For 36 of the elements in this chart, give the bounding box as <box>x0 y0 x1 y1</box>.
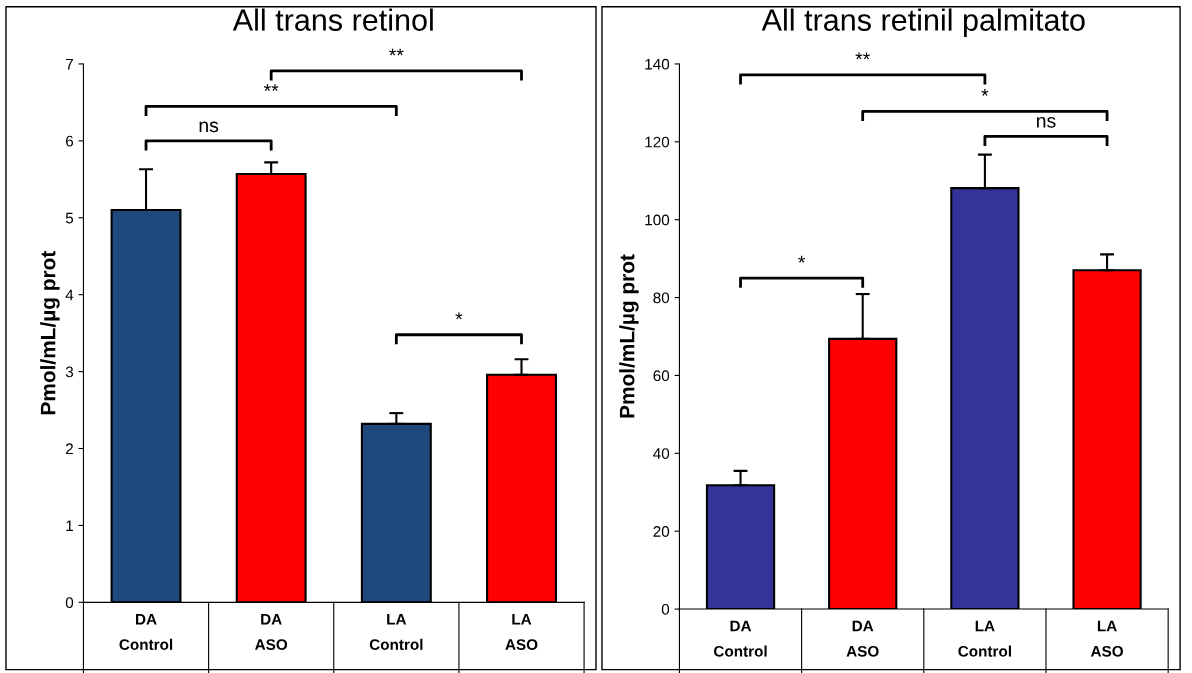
x-tick-label: DA ASO <box>255 614 288 650</box>
y-tick-label: 20 <box>653 526 670 537</box>
y-tick-label: 40 <box>653 448 670 459</box>
y-tick-label: 4 <box>65 289 74 301</box>
x-tick-label: DA ASO <box>846 620 879 657</box>
text: ** <box>855 52 870 60</box>
x-tick-label: LA Control <box>958 620 1011 657</box>
annotation: ns <box>199 121 219 133</box>
annotation: * <box>798 255 806 263</box>
y-tick-label: 1 <box>66 520 73 531</box>
y-tick-label: 100 <box>645 214 670 226</box>
x-tick-label: LA ASO <box>505 614 538 650</box>
y-tick-label: 140 <box>645 58 670 70</box>
y-tick-label: 7 <box>66 58 73 70</box>
y-tick-label: 6 <box>66 135 74 147</box>
text: ** <box>389 48 404 56</box>
y-tick-label: 3 <box>65 366 74 378</box>
annotation: * <box>455 312 463 320</box>
x-tick-label: LA Control <box>369 614 423 650</box>
y-tick-label: 0 <box>65 597 74 609</box>
x-tick-label: LA ASO <box>1090 620 1123 657</box>
chart-title: All trans retinol <box>232 8 433 31</box>
y-axis-title: Pmol/mL/µg prot <box>619 254 639 418</box>
annotation: ** <box>263 84 279 92</box>
y-tick-label: 2 <box>65 443 73 455</box>
annotation: * <box>981 89 989 96</box>
x-tick-label: DA Control <box>714 620 767 657</box>
y-tick-label: 0 <box>661 603 670 615</box>
y-tick-label: 60 <box>653 370 670 382</box>
annotation: ns <box>1037 117 1056 128</box>
y-tick-label: 120 <box>645 136 670 148</box>
x-tick-label: DA Control <box>119 614 173 650</box>
y-tick-label: 5 <box>65 212 74 224</box>
y-axis-title: Pmol/mL/µg prot <box>40 251 60 415</box>
chart-title: All trans retinil palmitato <box>761 8 1085 37</box>
y-tick-label: 80 <box>653 292 670 304</box>
